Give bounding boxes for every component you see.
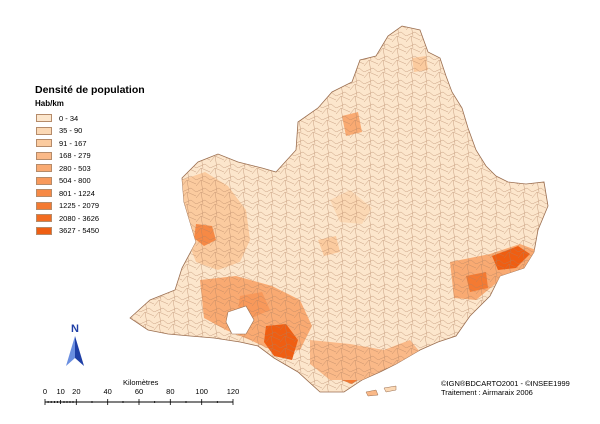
legend-label: 3627 - 5450 bbox=[59, 226, 100, 236]
legend-swatch bbox=[36, 226, 52, 235]
legend-label: 0 - 34 bbox=[59, 113, 79, 123]
legend-label: 91 - 167 bbox=[59, 138, 87, 148]
legend-swatch bbox=[36, 114, 52, 123]
credit-source: ©IGN®BDCARTO2001 - ©INSEE1999 bbox=[441, 379, 570, 388]
legend-item: 91 - 167 bbox=[36, 137, 99, 150]
scale-tick-label: 20 bbox=[72, 387, 81, 396]
legend-swatch bbox=[36, 151, 52, 160]
scale-tick-label: 80 bbox=[166, 387, 175, 396]
legend-item: 504 - 800 bbox=[36, 175, 99, 188]
island-levant bbox=[383, 385, 397, 393]
scale-tick-labels: 0 10 20 40 60 80 100 120 bbox=[40, 387, 240, 397]
north-label: N bbox=[71, 323, 79, 335]
legend-item: 3627 - 5450 bbox=[36, 225, 99, 238]
island-porquerolles bbox=[365, 389, 379, 397]
legend-item: 801 - 1224 bbox=[36, 187, 99, 200]
etang-de-berre bbox=[225, 305, 255, 335]
legend-item: 2080 - 3626 bbox=[36, 212, 99, 225]
scale-tick-label: 120 bbox=[226, 387, 240, 396]
legend-label: 1225 - 2079 bbox=[59, 201, 100, 211]
legend-item: 0 - 34 bbox=[36, 112, 99, 125]
source-credit: ©IGN®BDCARTO2001 - ©INSEE1999 Traitement… bbox=[441, 379, 570, 397]
scale-tick-label: 10 bbox=[56, 387, 65, 396]
legend-item: 280 - 503 bbox=[36, 162, 99, 175]
scale-bar bbox=[44, 399, 234, 405]
scale-tick-label: 0 bbox=[42, 387, 48, 396]
legend-label: 280 - 503 bbox=[59, 163, 91, 173]
legend-swatch bbox=[36, 201, 52, 210]
legend-swatch bbox=[36, 164, 52, 173]
north-arrow-icon: N bbox=[66, 323, 84, 366]
scale-title: Kilomètres bbox=[123, 378, 159, 387]
legend-label: 35 - 90 bbox=[59, 126, 83, 136]
scale-tick-label: 60 bbox=[134, 387, 144, 396]
legend-item: 168 - 279 bbox=[36, 150, 99, 163]
legend-swatch bbox=[36, 176, 52, 185]
legend-label: 504 - 800 bbox=[59, 176, 91, 186]
legend-label: 2080 - 3626 bbox=[59, 213, 100, 223]
legend-item: 1225 - 2079 bbox=[36, 200, 99, 213]
legend-swatch bbox=[36, 126, 52, 135]
legend-label: 168 - 279 bbox=[59, 151, 91, 161]
legend-unit: Hab/km bbox=[35, 99, 64, 108]
legend-list: 0 - 34 35 - 90 91 - 167 168 - 279 280 - 503 5… bbox=[36, 112, 99, 237]
credit-processing: Traitement : Airmaraix 2006 bbox=[441, 388, 533, 397]
legend-title: Densité de population bbox=[35, 84, 145, 96]
scale-tick-label: 40 bbox=[103, 387, 112, 396]
legend-swatch bbox=[36, 139, 52, 148]
legend-swatch bbox=[36, 214, 52, 223]
legend-swatch bbox=[36, 189, 52, 198]
legend-label: 801 - 1224 bbox=[59, 188, 95, 198]
legend-item: 35 - 90 bbox=[36, 125, 99, 138]
scale-tick-label: 100 bbox=[195, 387, 208, 396]
